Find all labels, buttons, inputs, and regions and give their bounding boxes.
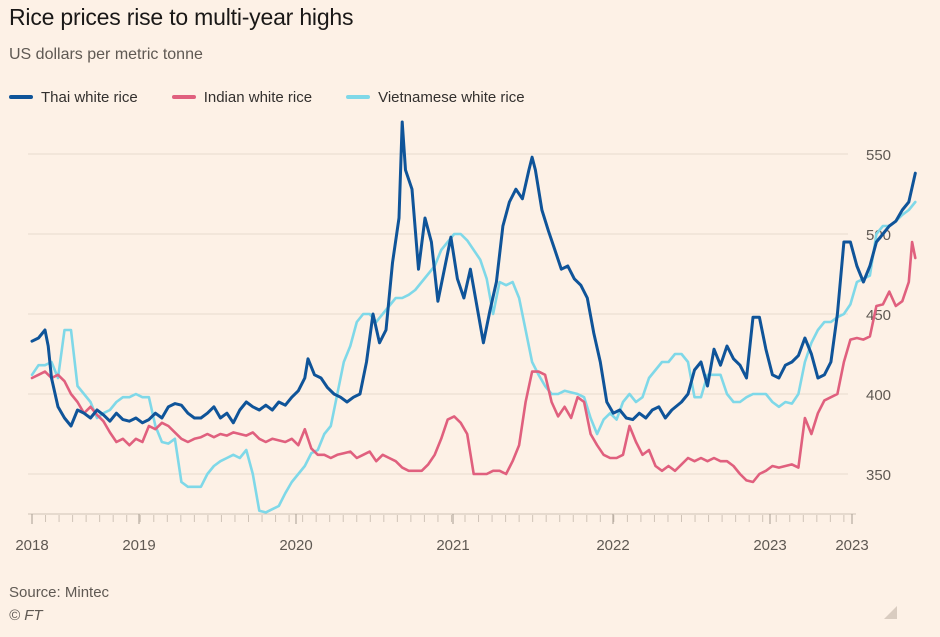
legend-swatch-thai [9,95,33,99]
resize-handle-icon[interactable] [884,606,897,619]
x-tick-label-4: 2022 [596,537,629,554]
y-tick-label-350: 350 [866,467,891,484]
x-tick-label-0: 2018 [15,537,48,554]
legend-swatch-vietnamese [346,95,371,99]
credit-note: © FT [9,607,43,624]
y-tick-label-550: 550 [866,147,891,164]
chart-title: Rice prices rise to multi-year highs [9,4,354,30]
x-tick-label-5: 2023 [753,537,786,554]
legend-swatch-indian [171,95,196,99]
x-tick-label-1: 2019 [122,537,155,554]
legend-label-thai: Thai white rice [41,88,138,106]
legend-item-indian: Indian white rice [171,88,313,106]
x-tick-label-2: 2020 [279,537,312,554]
series-line-vietnamese [30,200,917,514]
legend-item-thai: Thai white rice [9,89,138,106]
series-line-indian [30,240,917,484]
y-tick-label-450: 450 [866,307,891,324]
legend-label-vietnamese: Vietnamese white rice [378,88,525,106]
y-tick-label-400: 400 [866,387,891,404]
series-line-thai [30,120,917,428]
legend-item-vietnamese: Vietnamese white rice [346,88,525,106]
legend: Thai white rice Indian white rice Vietna… [9,86,559,108]
x-tick-label-3: 2021 [436,537,469,554]
chart-subtitle: US dollars per metric tonne [9,46,203,63]
source-note: Source: Mintec [9,584,110,601]
legend-label-indian: Indian white rice [203,88,313,106]
x-tick-label-6: 2023 [835,537,868,554]
